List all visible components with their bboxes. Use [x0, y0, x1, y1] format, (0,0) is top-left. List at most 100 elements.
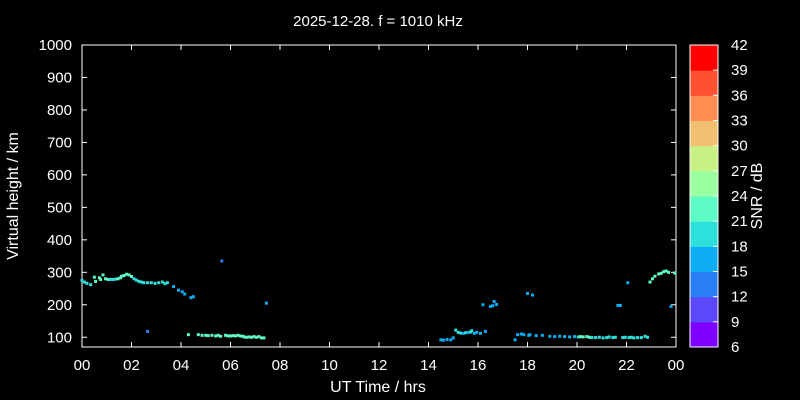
data-point: [475, 330, 479, 334]
x-tick-label: 20: [569, 357, 586, 374]
data-point: [621, 336, 625, 340]
data-point: [466, 330, 470, 334]
y-tick-label: 500: [47, 199, 72, 216]
colorbar: 6 9 12 15 18 21 24 27 30 33 36 39 42: [689, 37, 748, 356]
data-point: [191, 295, 195, 299]
data-point: [636, 336, 640, 340]
data-point: [627, 336, 631, 340]
data-point: [214, 334, 218, 338]
data-point: [646, 335, 650, 339]
y-tick-label: 700: [47, 134, 72, 151]
data-point: [639, 336, 643, 340]
data-point: [618, 303, 622, 307]
colorbar-segment: [690, 296, 718, 323]
data-point: [456, 330, 460, 334]
data-point: [264, 301, 268, 305]
data-point: [472, 331, 476, 335]
y-tick-label: 100: [47, 329, 72, 346]
data-point: [540, 333, 544, 337]
data-point: [242, 335, 246, 339]
colorbar-tick-label: 21: [731, 213, 748, 230]
data-point: [252, 335, 256, 339]
data-point: [659, 271, 663, 275]
data-point: [548, 334, 552, 338]
data-point: [470, 329, 474, 333]
data-point: [464, 331, 468, 335]
data-point: [581, 335, 585, 339]
colorbar-tick-label: 39: [731, 62, 748, 79]
data-point: [597, 335, 601, 339]
data-point: [97, 276, 101, 280]
data-point: [662, 270, 666, 274]
data-point: [139, 280, 143, 284]
data-point: [495, 302, 499, 306]
data-point: [165, 281, 169, 285]
x-tick-label: 00: [74, 357, 91, 374]
data-point: [106, 277, 110, 281]
data-point: [526, 291, 529, 295]
x-tick-label: 08: [272, 357, 289, 374]
data-point: [120, 274, 124, 278]
y-tick-label: 200: [47, 297, 72, 314]
data-point: [142, 281, 146, 285]
data-point: [257, 335, 261, 339]
data-point: [650, 277, 654, 281]
y-tick-label: 400: [47, 232, 72, 249]
data-point: [594, 336, 598, 340]
data-point: [492, 300, 496, 304]
data-point: [200, 333, 204, 337]
data-point: [669, 304, 673, 308]
data-point: [229, 334, 232, 338]
data-point: [534, 334, 538, 338]
data-point: [189, 296, 193, 300]
data-point: [116, 277, 120, 281]
colorbar-segment: [690, 70, 718, 96]
data-point: [122, 274, 126, 278]
data-point: [513, 338, 517, 342]
colorbar-segment: [690, 321, 718, 348]
colorbar-segment: [690, 271, 718, 298]
y-tick-label: 1000: [39, 37, 72, 54]
data-point: [623, 335, 627, 339]
data-point: [216, 333, 220, 337]
data-point: [157, 281, 161, 285]
data-point: [127, 273, 131, 277]
data-point: [245, 335, 249, 339]
data-point: [137, 279, 141, 283]
data-point: [146, 281, 150, 285]
data-point: [85, 281, 89, 285]
colorbar-tick-label: 9: [731, 314, 739, 331]
data-point: [611, 336, 615, 340]
data-point: [183, 292, 187, 296]
colorbar-label: SNR / dB: [749, 163, 766, 230]
data-point: [491, 304, 495, 308]
data-point: [616, 303, 620, 307]
data-point: [481, 303, 485, 307]
data-point: [648, 280, 652, 284]
x-tick-label: 12: [371, 357, 388, 374]
colorbar-tick-label: 18: [731, 238, 748, 255]
x-tick-label: 10: [321, 357, 338, 374]
data-point: [626, 281, 630, 285]
colorbar-tick-label: 42: [731, 37, 748, 54]
x-axis: 00 02 04 06 08 10 12 14 16 18 20 22 00: [74, 45, 684, 374]
colorbar-tick-label: 27: [731, 163, 748, 180]
y-tick-label: 300: [47, 264, 72, 281]
data-point: [653, 274, 657, 278]
data-point: [80, 278, 84, 282]
data-point: [522, 333, 526, 337]
data-point: [459, 331, 463, 335]
x-tick-label: 14: [420, 357, 437, 374]
data-point: [238, 334, 242, 338]
data-point: [101, 273, 105, 277]
data-point: [250, 335, 254, 339]
data-point: [590, 336, 594, 340]
colorbar-segment: [690, 221, 718, 247]
colorbar-segment: [690, 246, 718, 272]
x-tick-label: 16: [470, 357, 487, 374]
colorbar-tick-label: 12: [731, 289, 748, 306]
data-point: [254, 335, 258, 339]
colorbar-segment: [690, 120, 718, 147]
data-point: [177, 288, 181, 292]
